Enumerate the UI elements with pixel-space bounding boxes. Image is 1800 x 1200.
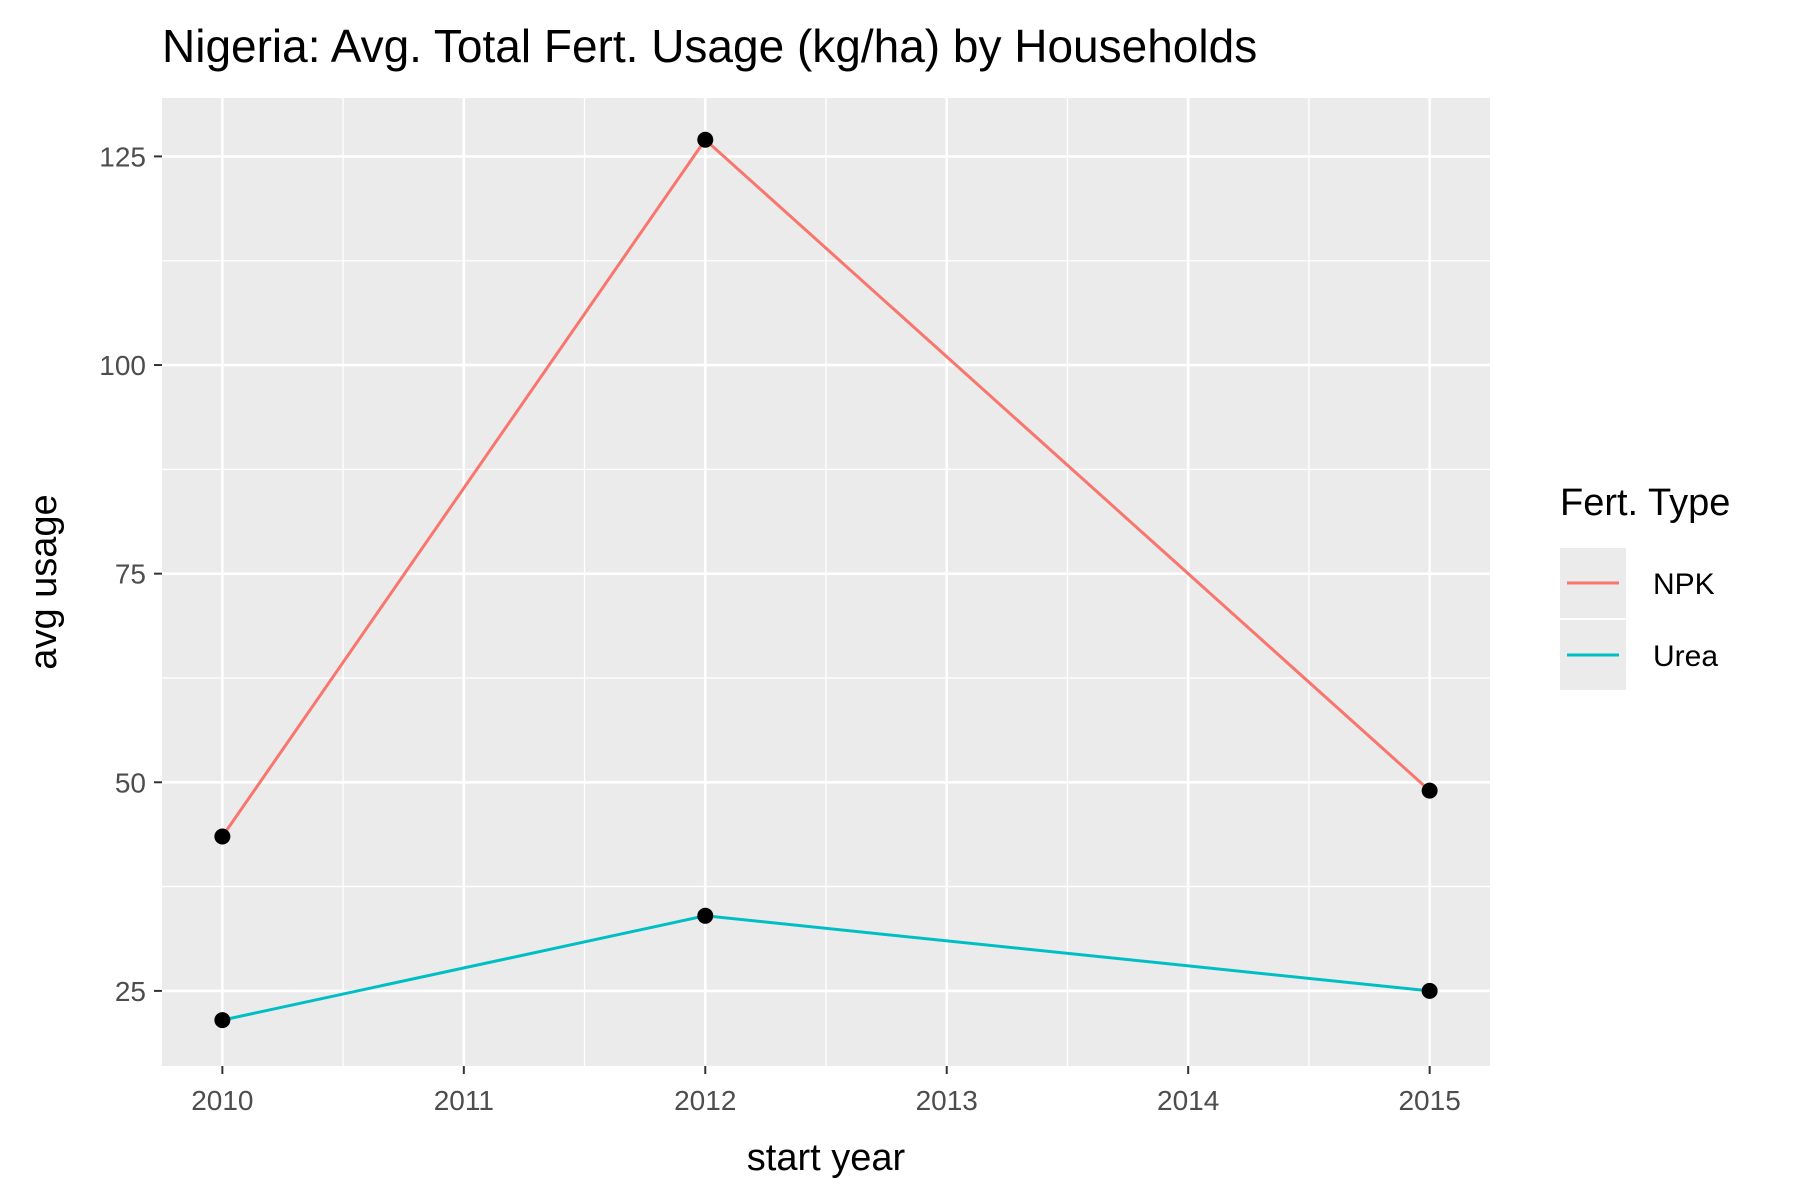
data-point-npk bbox=[214, 828, 231, 845]
minor-gridlines bbox=[162, 98, 1490, 1066]
y-tick-label: 125 bbox=[99, 141, 146, 172]
legend-label-urea: Urea bbox=[1653, 640, 1718, 673]
x-tick-label: 2012 bbox=[674, 1085, 736, 1116]
chart-title: Nigeria: Avg. Total Fert. Usage (kg/ha) … bbox=[162, 20, 1257, 72]
data-points bbox=[214, 131, 1438, 1029]
legend-label-npk: NPK bbox=[1653, 568, 1715, 601]
y-axis-title: avg usage bbox=[23, 494, 65, 669]
legend: Fert. Type NPK Urea bbox=[1560, 482, 1730, 690]
x-axis-title: start year bbox=[747, 1137, 906, 1179]
x-tick-label: 2014 bbox=[1157, 1085, 1219, 1116]
x-tick-label: 2013 bbox=[916, 1085, 978, 1116]
data-point-urea bbox=[214, 1012, 231, 1029]
data-point-urea bbox=[697, 907, 714, 924]
legend-title: Fert. Type bbox=[1560, 482, 1730, 524]
legend-items: NPK Urea bbox=[1560, 548, 1718, 690]
x-tick-label: 2011 bbox=[434, 1085, 494, 1116]
data-point-npk bbox=[1421, 782, 1438, 799]
y-tick-label: 25 bbox=[115, 976, 146, 1007]
x-tick-label: 2015 bbox=[1398, 1085, 1460, 1116]
y-axis: 25 50 75 100 125 bbox=[99, 141, 162, 1007]
data-point-urea bbox=[1421, 982, 1438, 999]
y-tick-label: 100 bbox=[99, 350, 146, 381]
y-tick-label: 75 bbox=[115, 559, 146, 590]
x-axis: 2010 2011 2012 2013 2014 2015 bbox=[191, 1066, 1461, 1116]
y-tick-label: 50 bbox=[115, 767, 146, 798]
x-tick-label: 2010 bbox=[191, 1085, 253, 1116]
major-gridlines bbox=[162, 98, 1490, 1066]
data-point-npk bbox=[697, 131, 714, 148]
